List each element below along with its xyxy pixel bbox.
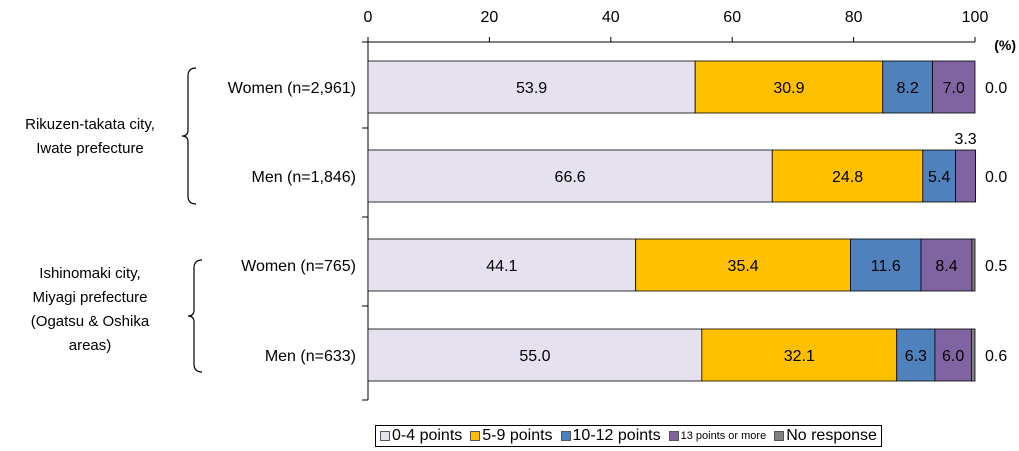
legend-label-10-12: 10-12 points: [572, 427, 661, 444]
legend-swatch-13-plus: [668, 431, 679, 441]
data-label: 24.8: [832, 169, 863, 186]
data-label: 55.0: [519, 348, 550, 365]
bar-segment: [694, 60, 884, 114]
data-label: 8.2: [896, 80, 918, 97]
bar-segment: [850, 238, 922, 292]
bar-segment: [882, 60, 933, 114]
bar-segment: [955, 149, 977, 203]
bar-segment: [367, 149, 773, 203]
legend-label-13-plus: 13 points or more: [680, 430, 767, 442]
bar-segment: [934, 328, 972, 382]
x-tick-label: 60: [723, 9, 741, 26]
group-label: Ishinomaki city,: [39, 265, 140, 282]
legend-swatch-5-9: [470, 431, 481, 441]
legend-swatch-10-12: [560, 431, 571, 441]
data-label: 3.3: [954, 131, 976, 148]
data-label: 8.4: [935, 258, 957, 275]
x-tick-label: 20: [481, 9, 499, 26]
x-tick-label: 0: [364, 9, 373, 26]
row-label: Men (n=1,846): [251, 169, 356, 186]
bar-segment: [932, 60, 976, 114]
legend-label-no-response: No response: [786, 427, 877, 444]
legend: 0-4 points 5-9 points 10-12 points 13 po…: [375, 425, 882, 447]
no-response-label: 0.0: [985, 169, 1007, 186]
x-tick-label: 100: [962, 9, 989, 26]
group-label: areas): [69, 337, 112, 354]
bar-segment: [367, 328, 703, 382]
data-label: 6.0: [942, 348, 964, 365]
no-response-label: 0.5: [985, 258, 1007, 275]
legend-swatch-0-4: [380, 431, 390, 441]
bar-segment: [896, 328, 936, 382]
legend-label-5-9: 5-9 points: [482, 427, 553, 444]
group-label: Rikuzen-takata city,: [25, 116, 155, 133]
legend-label-0-4: 0-4 points: [392, 427, 463, 444]
group-label: Iwate prefecture: [36, 140, 144, 157]
bar-segment: [971, 238, 976, 292]
group-label: Miyagi prefecture: [32, 289, 147, 306]
legend-item-0-4: 0-4 points: [380, 427, 462, 445]
legend-swatch-no-response: [774, 431, 785, 441]
bar-segment: [701, 328, 898, 382]
group-bracket: [181, 67, 197, 205]
x-tick-label: 80: [845, 9, 863, 26]
row-label: Men (n=633): [265, 348, 356, 365]
data-label: 6.3: [905, 348, 927, 365]
unit-label: (%): [994, 37, 1016, 53]
data-label: 53.9: [516, 80, 547, 97]
data-label: 5.4: [928, 169, 950, 186]
legend-item-10-12: 10-12 points: [560, 427, 661, 445]
row-label: Women (n=765): [241, 258, 356, 275]
data-label: 11.6: [871, 258, 901, 275]
group-label: (Ogatsu & Oshika: [31, 313, 150, 330]
bar-segment: [920, 238, 973, 292]
bar-segment: [922, 149, 956, 203]
bar-segment: [970, 328, 976, 382]
bar-segment: [635, 238, 851, 292]
no-response-label: 0.0: [985, 80, 1007, 97]
data-label: 32.1: [784, 348, 815, 365]
bar-segment: [367, 60, 696, 114]
bar-segment: [771, 149, 924, 203]
row-label: Women (n=2,961): [228, 80, 356, 97]
data-label: 30.9: [773, 80, 804, 97]
data-label: 66.6: [555, 169, 586, 186]
data-label: 44.1: [486, 258, 517, 275]
data-label: 7.0: [943, 80, 965, 97]
group-bracket: [187, 259, 203, 373]
legend-item-5-9: 5-9 points: [470, 427, 553, 445]
legend-item-no-response: No response: [774, 427, 877, 445]
data-label: 35.4: [728, 258, 759, 275]
no-response-label: 0.6: [985, 348, 1007, 365]
x-tick-label: 40: [602, 9, 620, 26]
legend-item-13-plus: 13 points or more: [668, 430, 767, 442]
